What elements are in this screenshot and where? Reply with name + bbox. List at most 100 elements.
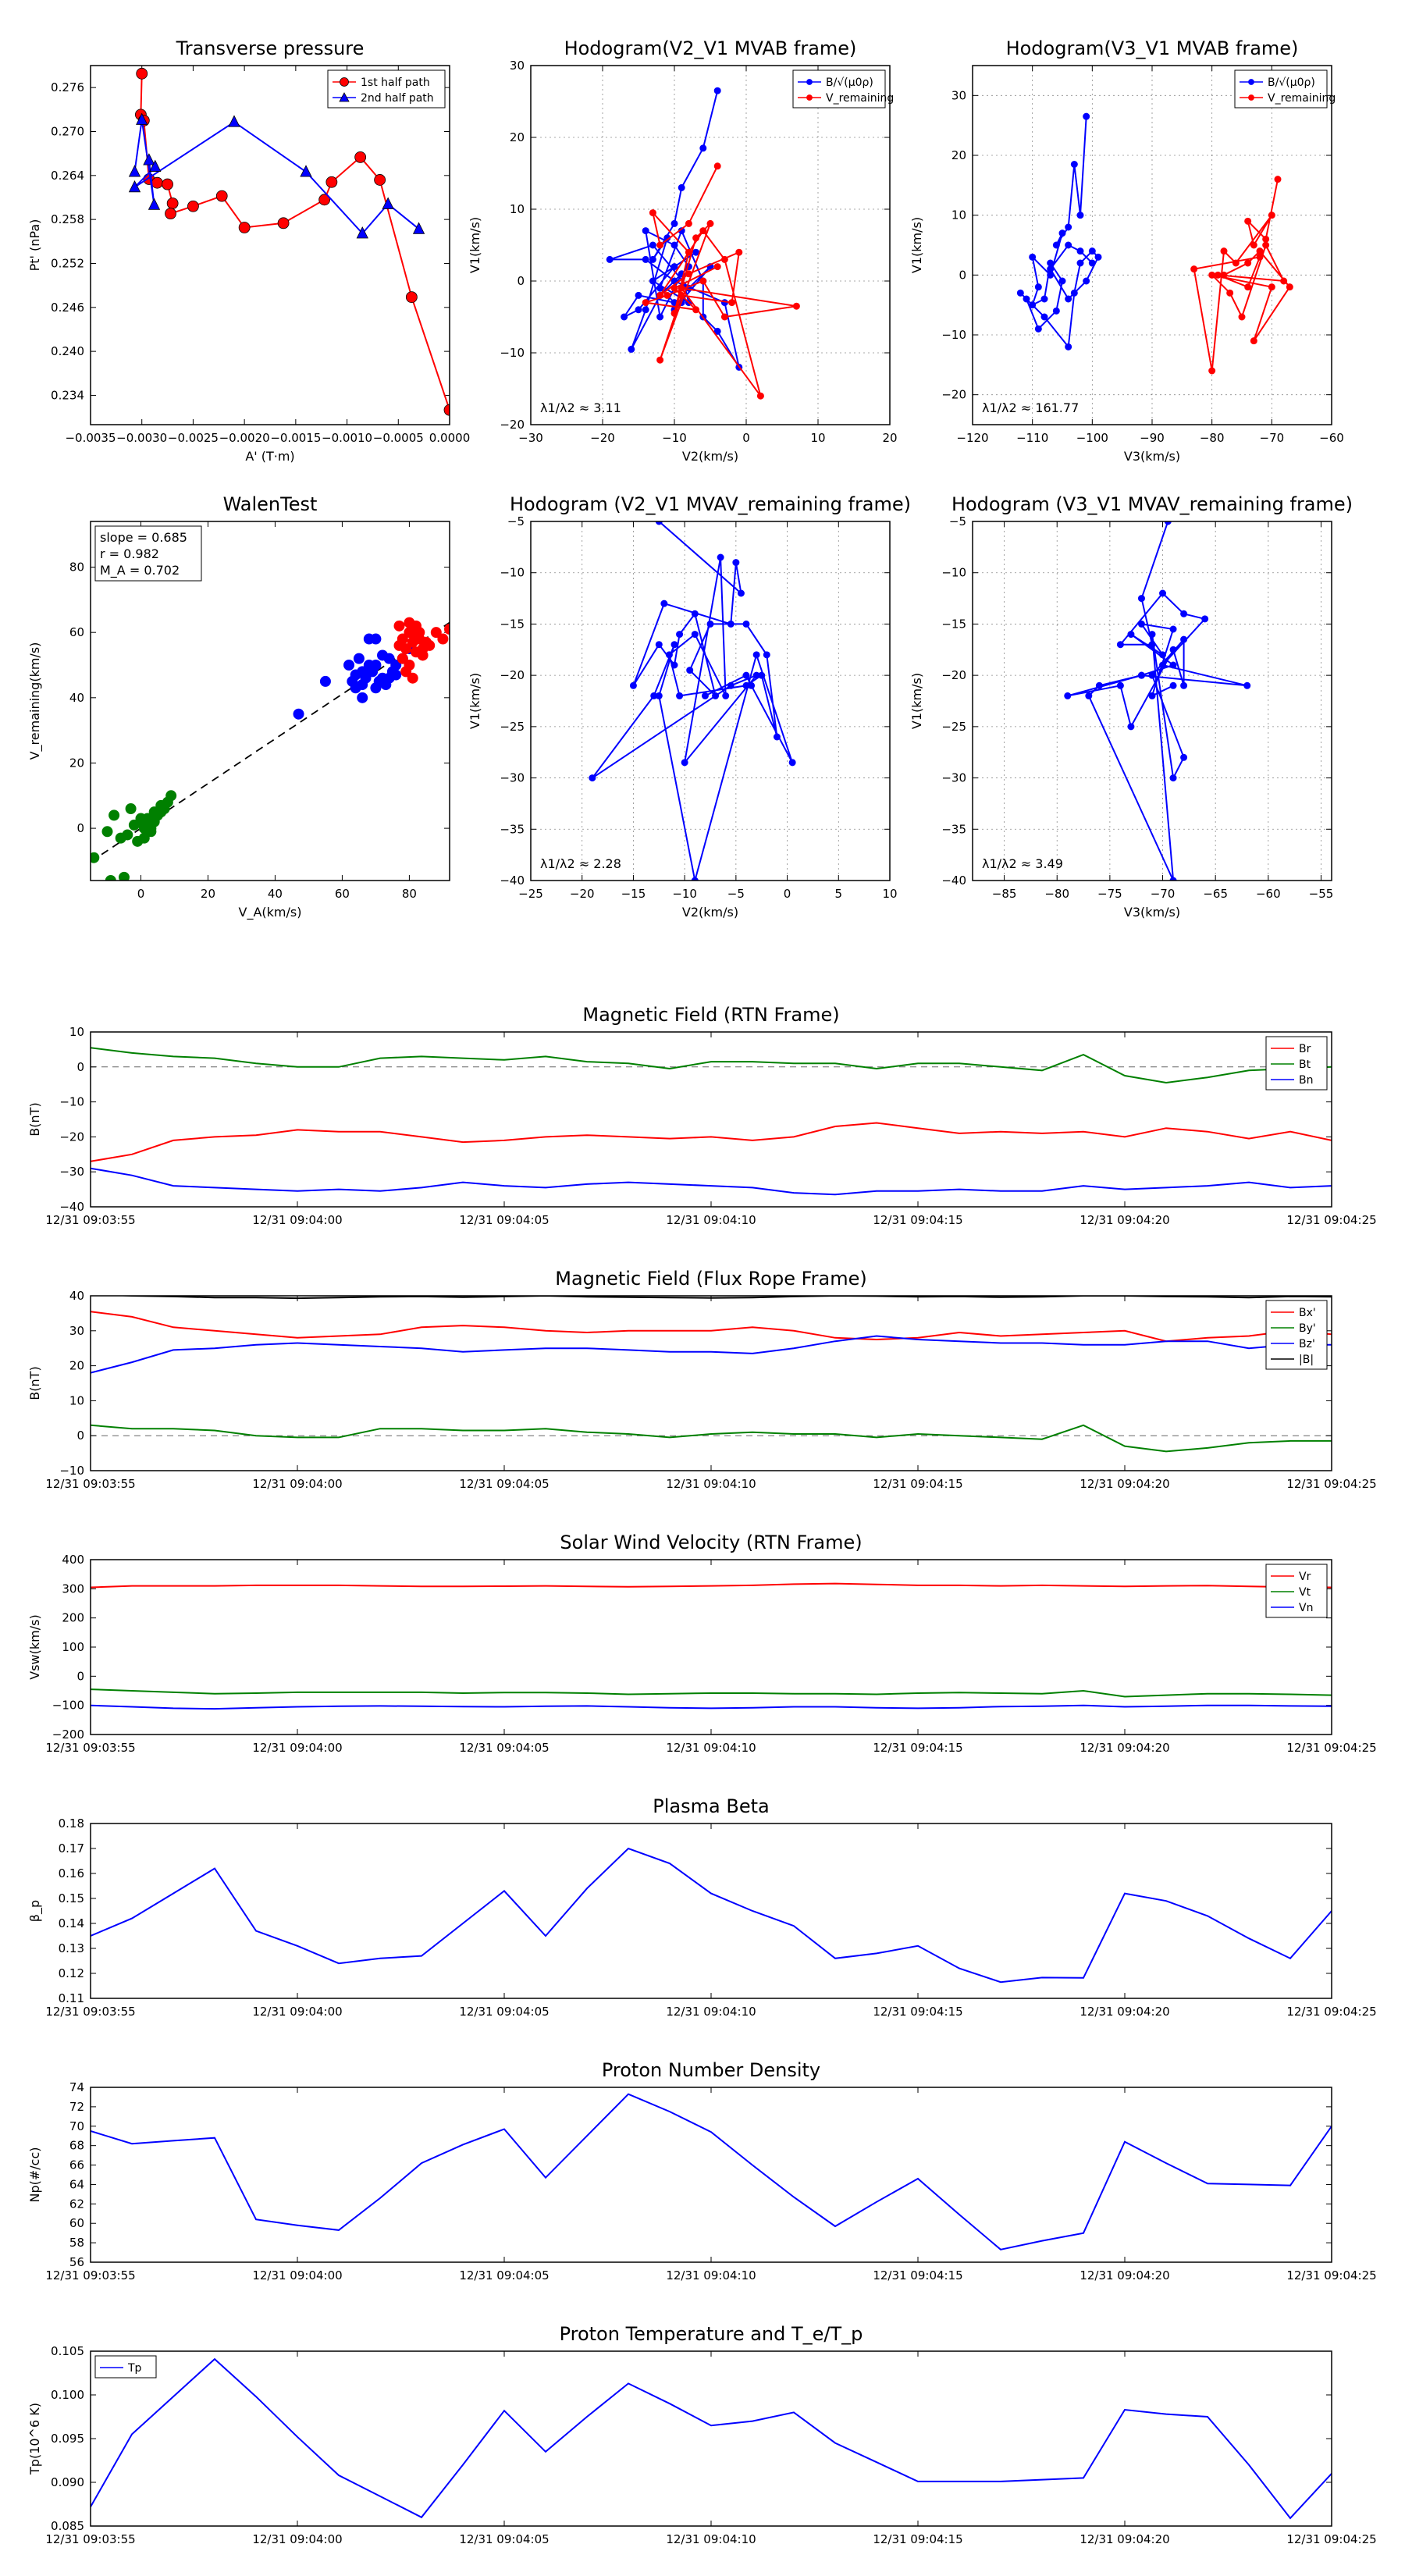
data-point-B xyxy=(1137,671,1145,679)
data-point-B xyxy=(742,671,750,679)
legend-marker xyxy=(1248,79,1254,85)
scatter-point-red xyxy=(411,630,422,642)
plot-frame xyxy=(90,521,450,881)
data-point-B/√(μ0ρ) xyxy=(1052,241,1060,249)
data-point-B/√(μ0ρ) xyxy=(1076,247,1084,255)
y-tick-label: 200 xyxy=(62,1611,84,1625)
x-tick-label: 12/31 09:04:20 xyxy=(1080,2532,1169,2546)
legend-label: Bn xyxy=(1299,1074,1313,1087)
chart-title: Hodogram(V2_V1 MVAB frame) xyxy=(564,37,857,59)
y-tick-label: 0 xyxy=(76,1429,84,1443)
x-tick-label: −15 xyxy=(621,887,646,901)
x-tick-label: 12/31 09:04:20 xyxy=(1080,2005,1169,2019)
data-point-B xyxy=(742,620,750,628)
plot-frame xyxy=(530,65,891,425)
legend-label: Bz' xyxy=(1299,1338,1315,1350)
y-tick-label: 0.105 xyxy=(51,2344,84,2358)
x-tick-label: 12/31 09:04:10 xyxy=(666,2532,756,2546)
legend-box xyxy=(792,69,886,109)
series-line-beta xyxy=(91,1847,1332,1984)
data-point-B xyxy=(691,877,699,881)
x-tick-label: 12/31 09:04:15 xyxy=(873,2005,962,2019)
scatter-point-blue xyxy=(370,633,382,645)
plot-frame xyxy=(90,1295,1332,1471)
data-point-V_remaining xyxy=(1232,259,1240,267)
y-axis-label: V_remaining(km/s) xyxy=(27,642,43,760)
y-axis-label: Tp(10^6 K) xyxy=(27,2403,42,2475)
x-tick-label: 20 xyxy=(201,887,215,901)
y-axis-label: V1(km/s) xyxy=(468,217,482,273)
scatter-point-green xyxy=(125,803,137,814)
data-point-V_remaining xyxy=(1226,289,1234,297)
legend-label: Bx' xyxy=(1299,1307,1316,1319)
x-tick-label: 12/31 09:04:15 xyxy=(873,1213,962,1227)
y-tick-label: 64 xyxy=(69,2177,84,2191)
data-point-B xyxy=(1169,661,1177,669)
data-point-B xyxy=(1064,692,1072,699)
x-tick-label: 12/31 09:03:55 xyxy=(45,1213,135,1227)
x-tick-label: 40 xyxy=(268,887,283,901)
x-tick-label: −65 xyxy=(1203,887,1228,901)
data-point-B/√(μ0ρ) xyxy=(628,345,635,353)
plot-frame xyxy=(90,1031,1332,1208)
data-point-V_remaining xyxy=(1244,259,1252,267)
chart-title: Proton Number Density xyxy=(602,2059,820,2081)
data-point-B/√(μ0ρ) xyxy=(606,255,614,263)
y-tick-label: −35 xyxy=(941,822,966,836)
data-point-V_remaining xyxy=(678,291,685,299)
x-tick-label: 12/31 09:04:20 xyxy=(1080,2268,1169,2282)
data-point-B/√(μ0ρ) xyxy=(1058,229,1066,237)
x-tick-label: 12/31 09:04:05 xyxy=(459,1741,549,1755)
data-point-V_remaining xyxy=(699,227,707,235)
data-point-B/√(μ0ρ) xyxy=(621,313,628,321)
x-tick-label: −60 xyxy=(1256,887,1281,901)
data-point-V_remaining xyxy=(656,241,664,249)
x-axis-label: V_A(km/s) xyxy=(239,905,302,920)
data-point-1st half path xyxy=(374,174,386,186)
data-point-B xyxy=(748,681,756,689)
y-tick-label: −10 xyxy=(941,328,966,342)
chart-np: Proton Number Density Np(#/cc) 56 58 60 62 64 6… xyxy=(27,2059,1377,2282)
data-point-B/√(μ0ρ) xyxy=(1088,259,1096,267)
data-point-B xyxy=(727,681,735,689)
legend-box xyxy=(1234,69,1328,109)
data-point-B xyxy=(1148,692,1156,699)
data-point-B/√(μ0ρ) xyxy=(1040,295,1048,303)
data-point-V_remaining xyxy=(663,291,671,299)
data-point-V_remaining xyxy=(706,219,714,227)
y-tick-label: 0.11 xyxy=(59,1991,84,2005)
data-point-B xyxy=(1169,681,1177,689)
data-point-1st half path xyxy=(238,222,251,233)
data-point-B/√(μ0ρ) xyxy=(1034,283,1042,291)
data-point-B/√(μ0ρ) xyxy=(713,327,721,335)
x-tick-label: 12/31 09:04:10 xyxy=(666,1477,756,1491)
data-point-V_remaining xyxy=(1244,217,1252,225)
data-point-B xyxy=(1148,671,1156,679)
data-point-B xyxy=(655,692,663,699)
x-tick-label: 0 xyxy=(784,887,791,901)
data-point-1st half path xyxy=(325,176,338,188)
y-tick-label: 300 xyxy=(62,1582,84,1596)
data-point-B xyxy=(655,641,663,649)
y-tick-label: 0.17 xyxy=(59,1841,84,1856)
series-line-Np xyxy=(91,2093,1332,2250)
data-point-B/√(μ0ρ) xyxy=(699,144,707,152)
y-tick-label: −10 xyxy=(500,346,525,360)
y-tick-label: 56 xyxy=(69,2255,84,2269)
y-tick-label: −40 xyxy=(500,873,525,888)
data-point-B/√(μ0ρ) xyxy=(649,241,656,249)
x-tick-label: 12/31 09:04:00 xyxy=(252,1741,342,1755)
data-point-V_remaining xyxy=(678,284,685,292)
y-tick-label: 0.16 xyxy=(59,1866,84,1880)
series-line-V_remaining xyxy=(645,165,797,397)
data-point-B xyxy=(1127,723,1135,731)
legend-label: 1st half path xyxy=(361,76,430,89)
y-tick-label: 0.100 xyxy=(51,2388,84,2402)
x-tick-label: 20 xyxy=(882,431,897,445)
data-point-V_remaining xyxy=(1256,253,1264,261)
data-point-V_remaining xyxy=(670,284,678,292)
data-point-V_remaining xyxy=(1250,241,1257,249)
data-point-1st half path xyxy=(277,217,290,229)
scatter-point-green xyxy=(145,823,157,834)
